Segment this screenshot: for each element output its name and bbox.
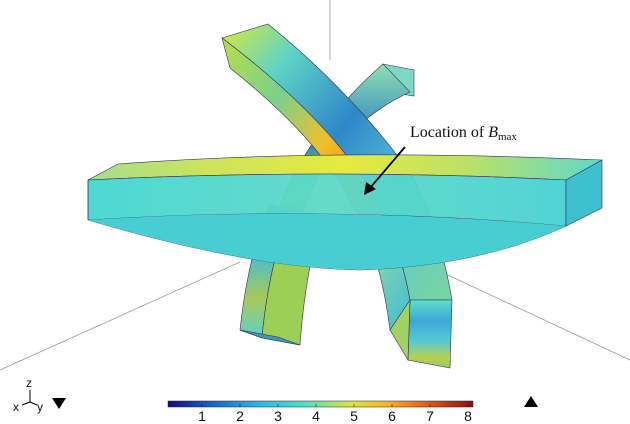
colorbar-gradient bbox=[167, 400, 474, 408]
annotation-arrow bbox=[369, 146, 406, 189]
triangle-up-icon[interactable] bbox=[524, 396, 538, 407]
colorbar-tick-label: 6 bbox=[388, 408, 396, 424]
colorbar: 1 2 3 4 5 6 7 8 bbox=[167, 400, 474, 424]
colorbar-tick-label: 1 bbox=[198, 408, 206, 424]
triad-y-label: y bbox=[37, 400, 43, 414]
triangle-down-icon[interactable] bbox=[52, 398, 66, 409]
reference-lines bbox=[0, 0, 630, 371]
annotation-label: Location of Bmax bbox=[410, 124, 517, 143]
bmax-annotation: Location of Bmax bbox=[364, 124, 517, 195]
colorbar-tick-label: 3 bbox=[274, 408, 282, 424]
colorbar-tick-label: 5 bbox=[350, 408, 358, 424]
colorbar-tick-label: 7 bbox=[426, 408, 434, 424]
colorbar-tick-label: 4 bbox=[312, 408, 320, 424]
axis-triad: z x y bbox=[13, 376, 43, 414]
triad-z-label: z bbox=[26, 376, 32, 390]
colorbar-tick-label: 8 bbox=[464, 408, 472, 424]
arrow-head-icon bbox=[364, 182, 376, 195]
colorbar-tick-label: 2 bbox=[236, 408, 244, 424]
front-beam bbox=[87, 154, 604, 271]
triad-x-label: x bbox=[13, 400, 19, 414]
